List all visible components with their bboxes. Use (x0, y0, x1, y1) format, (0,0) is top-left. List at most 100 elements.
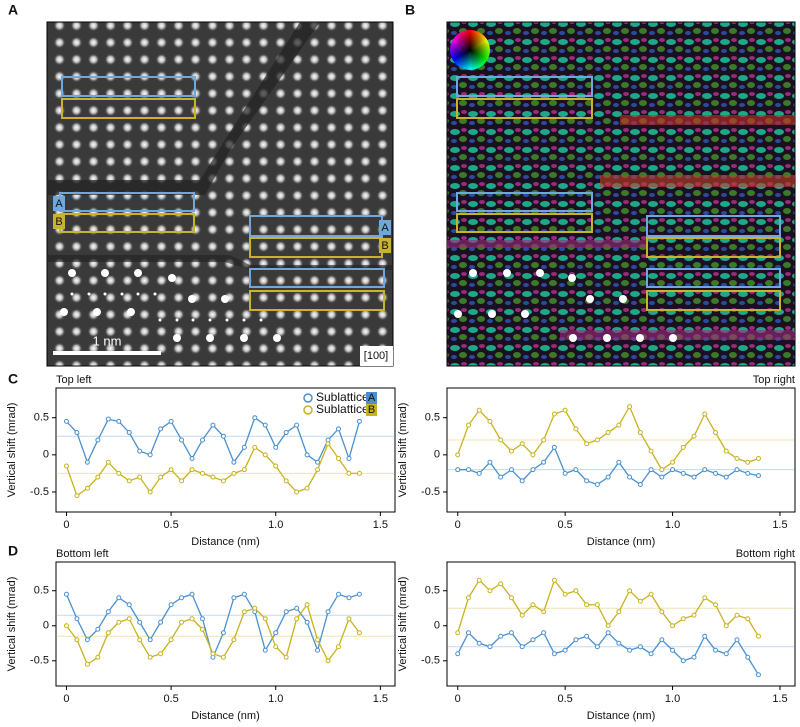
data-point (210, 651, 216, 657)
data-point (346, 616, 352, 622)
data-point (605, 474, 611, 480)
data-point (241, 444, 247, 450)
x-tick-label: 0.5 (557, 519, 572, 531)
data-point (304, 452, 310, 458)
data-point (648, 591, 654, 597)
data-point (562, 407, 568, 413)
x-tick-label: 0.5 (557, 693, 572, 705)
data-point (273, 444, 279, 450)
data-point (508, 630, 514, 636)
data-point (294, 616, 300, 622)
data-point (691, 654, 697, 660)
legend-marker (303, 393, 313, 403)
data-point (498, 474, 504, 480)
data-point (199, 616, 205, 622)
data-point (562, 647, 568, 653)
scale-bar-label: 1 nm (93, 333, 122, 348)
data-point (680, 444, 686, 450)
data-point (158, 619, 164, 625)
data-point (508, 448, 514, 454)
tag (379, 220, 391, 235)
panel-label: C (8, 371, 18, 387)
data-point (95, 654, 101, 660)
x-axis-label: Distance (nm) (587, 710, 655, 722)
data-point (116, 418, 122, 424)
data-point (126, 430, 132, 436)
data-point (551, 577, 557, 583)
data-point (199, 470, 205, 476)
data-point (498, 633, 504, 639)
data-point (116, 470, 122, 476)
data-point (126, 616, 132, 622)
data-point (530, 467, 536, 473)
data-point (137, 474, 143, 480)
chart-title: Top right (753, 374, 795, 386)
data-point (476, 640, 482, 646)
data-point (336, 426, 341, 432)
y-axis-label: Vertical shift (mrad) (397, 403, 409, 498)
tag (379, 238, 391, 253)
data-point (273, 630, 279, 636)
data-point (734, 637, 740, 643)
data-point (680, 658, 686, 664)
data-point (519, 644, 525, 650)
data-point (670, 459, 676, 465)
data-point (105, 630, 111, 636)
data-point (74, 430, 80, 436)
scale-bar (53, 351, 161, 355)
data-point (84, 485, 90, 491)
data-point (594, 437, 600, 443)
y-tick-label: 0.5 (34, 585, 49, 597)
x-tick-label: 1.0 (268, 519, 283, 531)
data-point (713, 470, 719, 476)
data-point (755, 456, 761, 462)
legend-label: Sublattice (316, 402, 369, 416)
y-axis-label: Vertical shift (mrad) (6, 577, 18, 672)
y-tick-label: 0 (434, 620, 440, 632)
x-tick-label: 0 (63, 693, 69, 705)
data-point (241, 591, 247, 597)
data-point (179, 595, 185, 601)
data-point (231, 459, 237, 465)
legend-tag (366, 392, 377, 404)
data-point (147, 489, 153, 495)
y-tick-label: -0.5 (30, 486, 49, 498)
data-point (325, 609, 331, 615)
data-point (252, 605, 258, 611)
data-point (670, 647, 676, 653)
data-point (126, 478, 132, 484)
data-point (304, 619, 310, 625)
y-tick-label: 0 (43, 449, 49, 461)
data-point (487, 644, 493, 650)
data-point (231, 637, 237, 643)
data-point (105, 609, 111, 615)
data-point (627, 588, 633, 594)
data-point (356, 418, 362, 424)
data-point (241, 467, 247, 473)
data-point (627, 647, 633, 653)
data-point (74, 637, 80, 643)
data-point (562, 470, 568, 476)
data-point (755, 672, 761, 678)
data-point (691, 474, 697, 480)
data-point (734, 612, 740, 618)
data-point (336, 456, 341, 462)
data-point (755, 473, 761, 479)
data-point (84, 459, 90, 465)
data-point (356, 630, 362, 636)
data-point (530, 452, 536, 458)
data-point (220, 654, 226, 660)
data-point (210, 474, 216, 480)
y-tick-label: -0.5 (30, 655, 49, 667)
data-point (455, 630, 461, 636)
x-tick-label: 1.5 (772, 519, 787, 531)
data-point (605, 623, 611, 629)
data-point (315, 467, 321, 473)
data-point (346, 595, 352, 601)
data-point (637, 430, 643, 436)
data-point (95, 474, 101, 480)
data-point (325, 658, 331, 664)
data-point (680, 616, 686, 622)
plot-frame (446, 387, 796, 513)
